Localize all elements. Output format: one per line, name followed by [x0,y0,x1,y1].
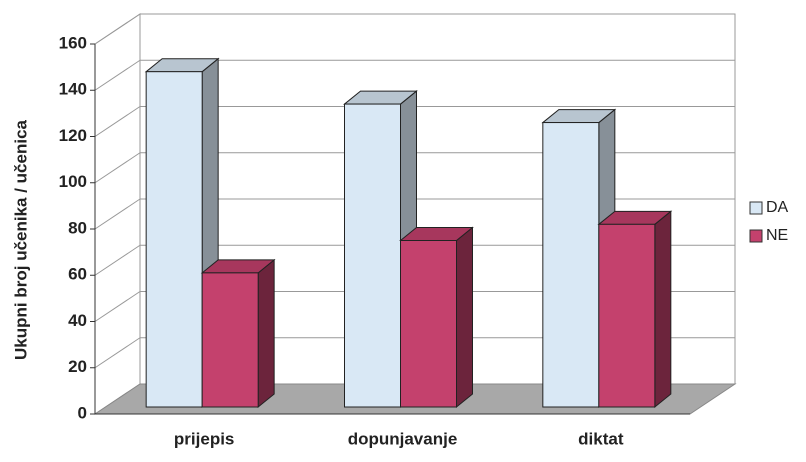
y-tick-label: 140 [59,80,87,99]
legend-swatch [749,229,763,243]
grid-line [94,152,141,184]
y-tick-label: 120 [59,126,87,145]
x-tick-label: dopunjavanje [348,429,458,448]
grid-line [94,13,141,45]
bar [400,240,457,408]
grid-line [94,291,141,322]
y-tick-label: 100 [59,172,87,191]
bar [145,71,203,408]
grid-line [94,59,141,91]
grid-line [94,198,141,230]
x-tick-label: prijepis [174,429,234,448]
grid-line [94,106,141,137]
y-tick-label: 0 [78,403,87,422]
legend-label: DA [766,199,789,216]
bar-side [654,210,672,409]
grid-line [94,244,141,276]
bar [201,272,259,408]
bar [598,223,656,408]
x-tick-label: diktat [578,429,624,448]
bar [542,122,600,408]
bar-side [456,226,473,409]
y-tick-label: 60 [68,265,87,284]
legend-label: NE [766,227,788,244]
bar-side [257,258,275,409]
legend-swatch [749,201,763,215]
y-axis-title: Ukupni broj učenika / učenica [11,119,30,359]
bar [344,103,401,408]
grid-line [94,337,141,369]
y-tick-label: 40 [68,311,87,330]
y-tick-label: 80 [68,218,87,237]
y-tick-label: 20 [68,357,87,376]
y-tick-label: 160 [59,33,87,52]
